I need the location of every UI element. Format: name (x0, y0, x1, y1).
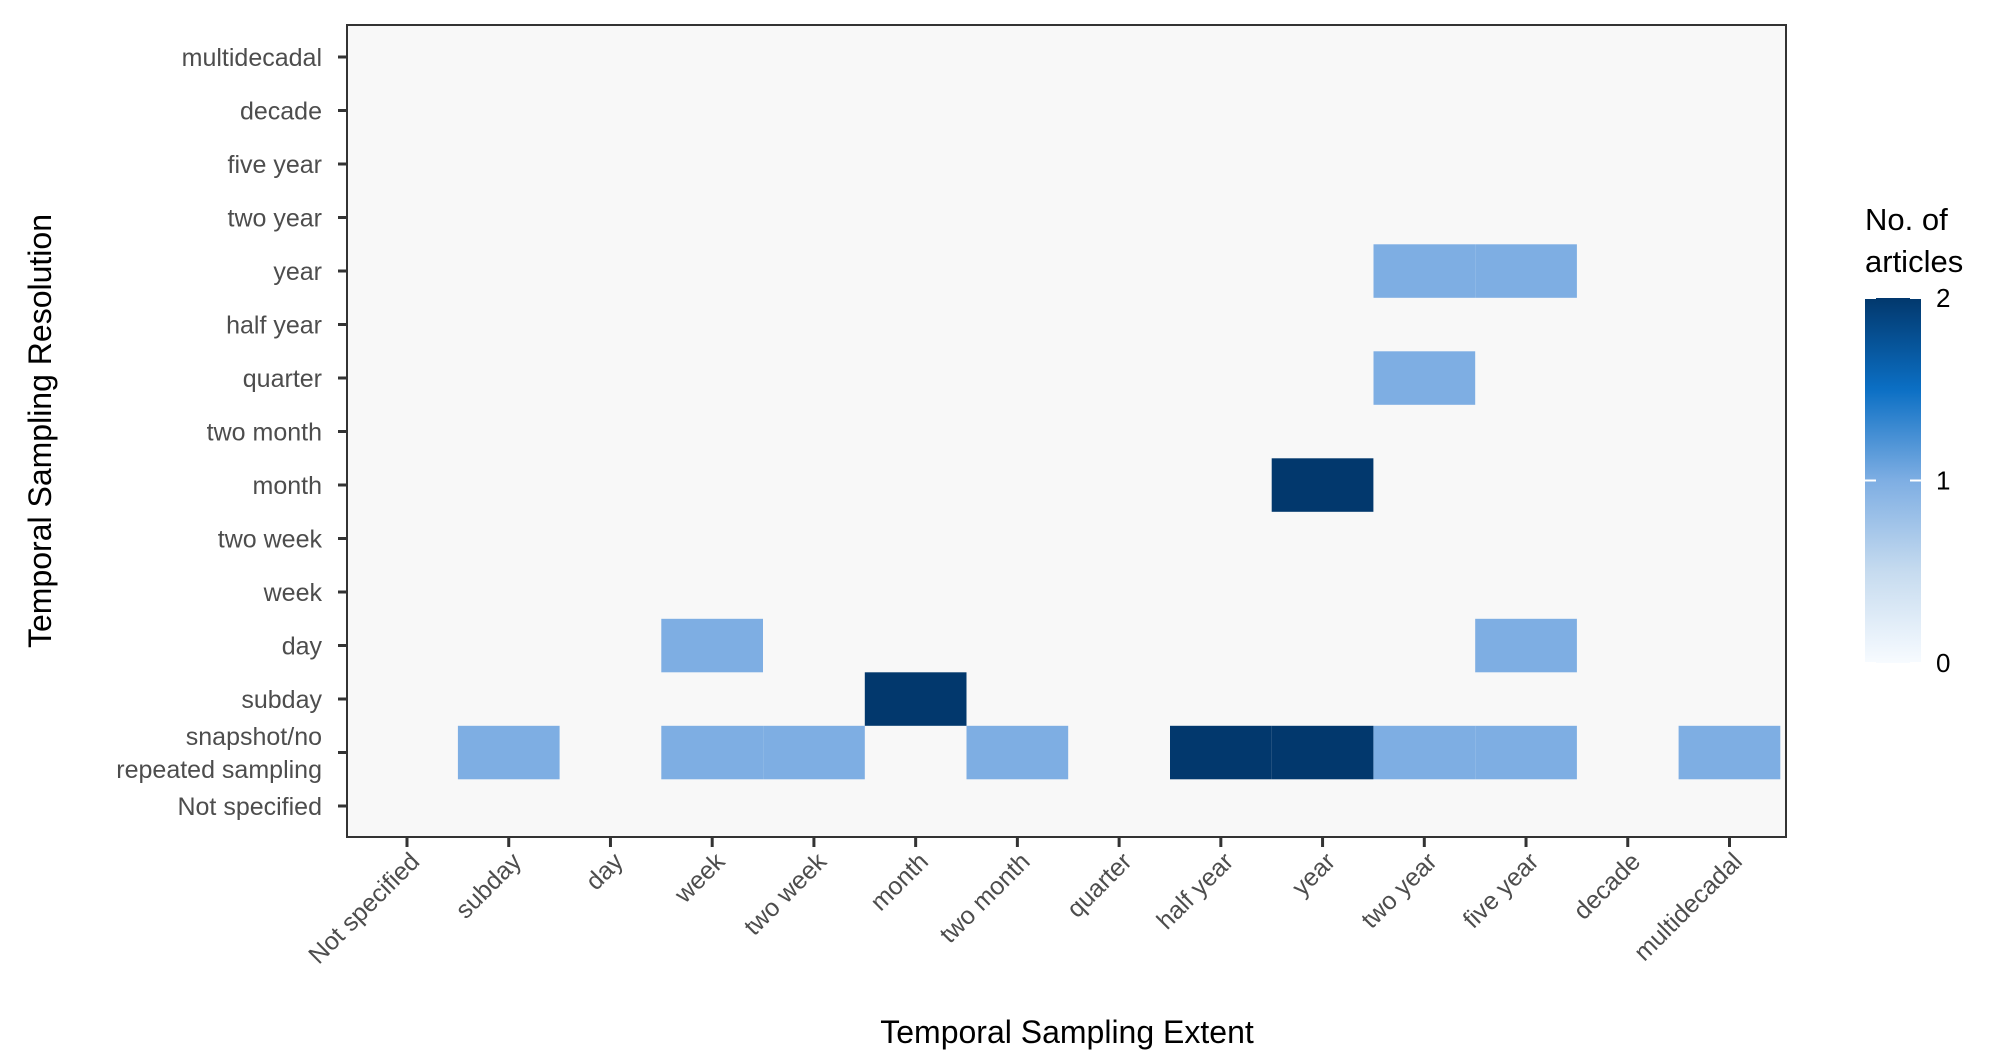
heatmap-cell-subday-snapshot-no-repeated-sampling (457, 725, 560, 780)
y-tick-label-snapshot-no-repeated-sampling: snapshot/no repeated sampling (116, 723, 322, 784)
legend-title-line-1: No. of (1865, 202, 1948, 237)
plot-panel (347, 25, 1786, 837)
y-tick-label-day: day (282, 633, 323, 661)
y-tick-label-multidecadal: multidecadal (182, 44, 322, 72)
legend-tick-label-1: 1 (1936, 466, 1950, 496)
x-tick-label-decade: decade (1568, 847, 1646, 925)
x-tick-label-quarter: quarter (1062, 847, 1138, 923)
x-tick-label-half-year: half year (1151, 847, 1239, 935)
y-tick-label-decade: decade (240, 98, 322, 126)
heatmap-cell-two-year-year (1373, 244, 1476, 298)
y-tick-label-quarter: quarter (243, 365, 322, 393)
heatmap-cell-two-year-quarter (1373, 351, 1476, 405)
y-tick-label-half-year: half year (226, 312, 322, 340)
heatmap-cell-half-year-snapshot-no-repeated-sampling (1170, 725, 1272, 780)
y-tick-label-two-week: two week (218, 526, 323, 554)
y-tick-label-subday: subday (241, 686, 322, 714)
y-tick-label-five-year: five year (228, 151, 322, 179)
x-tick-label-not-specified: Not specified (303, 847, 425, 969)
x-tick-label-two-month: two month (934, 847, 1035, 948)
y-tick-label-year: year (273, 258, 322, 286)
x-tick-label-five-year: five year (1458, 847, 1545, 934)
y-tick-label-week: week (263, 579, 323, 607)
x-tick-label-subday: subday (450, 847, 527, 924)
x-tick-label-year: year (1287, 847, 1341, 901)
heatmap-cells (457, 244, 1781, 780)
legend-tick-label-2: 2 (1936, 283, 1950, 313)
x-tick-label-multidecadal: multidecadal (1629, 847, 1748, 966)
x-axis: Not specified subday day week two week month t… (303, 837, 1748, 969)
heatmap-cell-week-snapshot-no-repeated-sampling (661, 725, 763, 780)
heatmap-cell-two-month-snapshot-no-repeated-sampling (966, 725, 1069, 780)
heatmap-cell-two-week-snapshot-no-repeated-sampling (763, 725, 865, 780)
heatmap-cell-five-year-snapshot-no-repeated-sampling (1475, 725, 1577, 780)
heatmap-cell-five-year-day (1475, 618, 1577, 673)
heatmap-cell-two-year-snapshot-no-repeated-sampling (1373, 725, 1476, 780)
heatmap-cell-five-year-year (1475, 244, 1577, 298)
x-axis-title: Temporal Sampling Extent (880, 1014, 1254, 1050)
legend-title-line-2: articles (1865, 244, 1963, 279)
legend-tick-label-0: 0 (1936, 648, 1950, 678)
x-tick-label-month: month (865, 847, 934, 916)
heatmap-cell-month-subday (864, 672, 967, 726)
legend-ticks: 0 1 2 (1865, 283, 1950, 678)
x-tick-label-day: day (580, 847, 629, 896)
x-tick-label-week: week (669, 847, 731, 909)
color-legend: No. of articles 0 1 2 (1865, 202, 1963, 678)
y-axis-title: Temporal Sampling Resolution (22, 214, 58, 648)
y-axis: Not specified snapshot/no repeated samplin… (116, 44, 347, 821)
x-tick-label-two-week: two week (739, 847, 833, 941)
heatmap-cell-multidecadal-snapshot-no-repeated-sampling (1678, 725, 1781, 780)
y-tick-label-two-month: two month (207, 419, 322, 447)
heatmap-cell-year-month (1271, 458, 1374, 512)
heatmap-cell-year-snapshot-no-repeated-sampling (1271, 725, 1374, 780)
y-tick-label-month: month (253, 472, 322, 500)
y-tick-label-two-year: two year (228, 205, 322, 233)
heatmap-cell-week-day (661, 618, 763, 673)
x-tick-label-two-year: two year (1356, 847, 1443, 934)
y-tick-label-not-specified: Not specified (177, 793, 322, 821)
